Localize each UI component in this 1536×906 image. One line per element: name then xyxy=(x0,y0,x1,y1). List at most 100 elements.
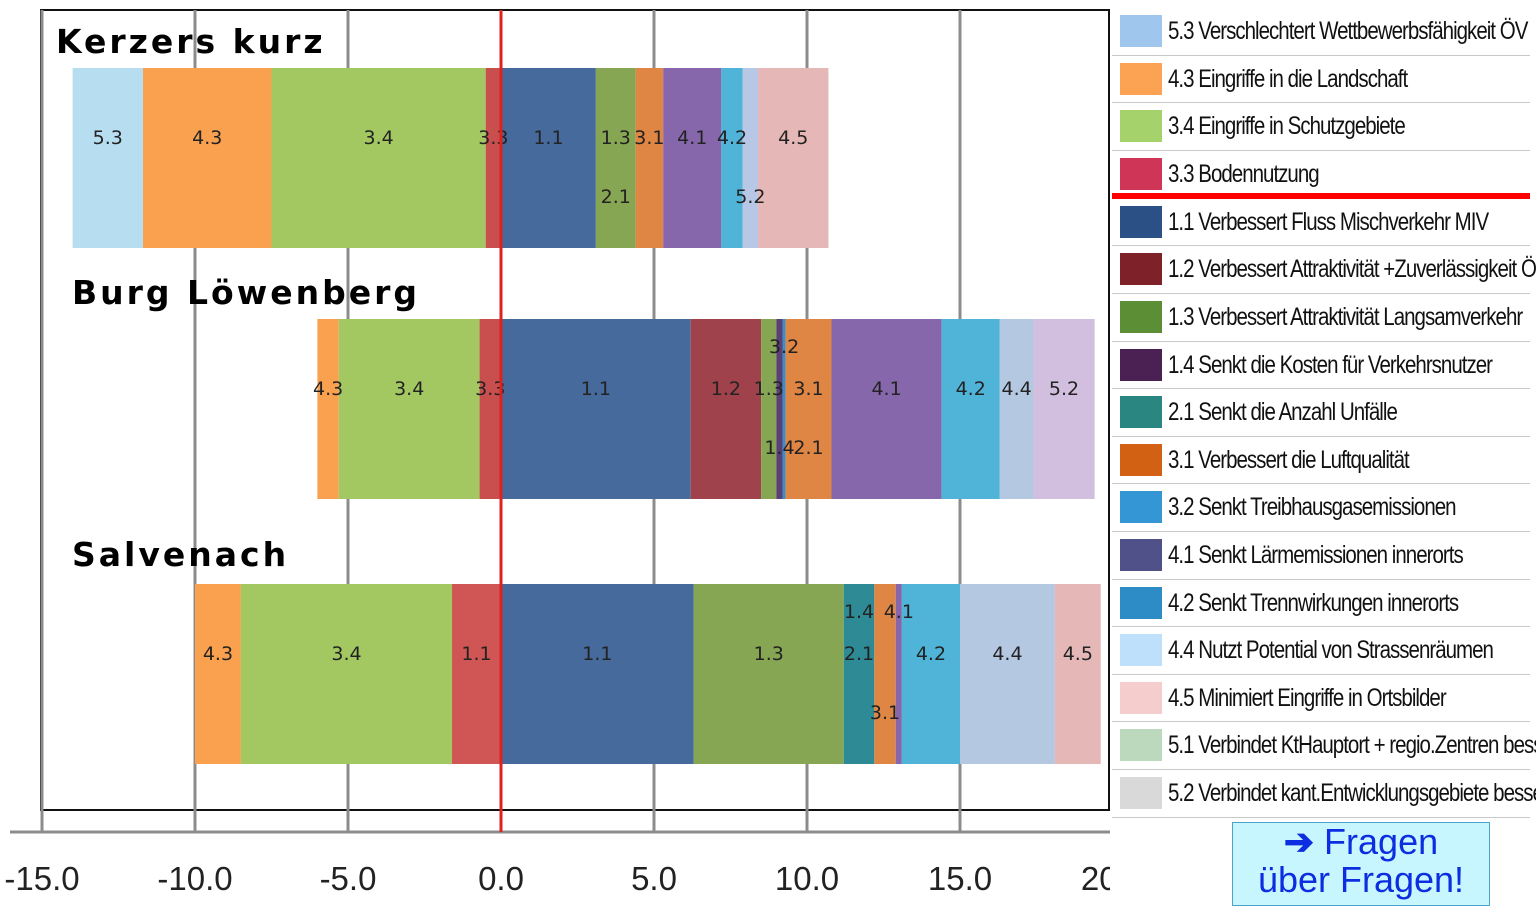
segment-label: 4.2 xyxy=(916,643,946,665)
legend-item: 3.3 Bodennutzung xyxy=(1112,151,1530,199)
segment-label: 1.1 xyxy=(582,643,612,665)
segment-label: 1.1 xyxy=(533,127,563,149)
bar-segment xyxy=(941,319,1000,499)
legend-swatch xyxy=(1120,396,1162,429)
legend-label: 5.3 Verschlechtert Wettbewerbsfähigkeit … xyxy=(1168,17,1528,45)
arrow-right-icon: ➔ xyxy=(1283,821,1315,862)
questions-button[interactable]: ➔ Fragen über Fragen! xyxy=(1232,822,1490,906)
legend-item: 3.4 Eingriffe in Schutzgebiete xyxy=(1112,103,1530,151)
legend-label: 4.1 Senkt Lärmemissionen innerorts xyxy=(1168,540,1464,569)
segment-label: 3.1 xyxy=(793,378,823,400)
bar-segment xyxy=(960,584,1055,764)
bar-segment xyxy=(758,68,829,248)
segment-label: 3.4 xyxy=(363,127,393,149)
legend-label: 3.1 Verbessert die Luftqualität xyxy=(1168,445,1410,474)
legend-swatch xyxy=(1120,586,1162,619)
legend-label: 1.1 Verbessert Fluss Mischverkehr MIV xyxy=(1168,207,1489,236)
bar-segment xyxy=(595,68,636,248)
segment-label: 3.2 xyxy=(769,336,799,358)
legend-label: 2.1 Senkt die Anzahl Unfälle xyxy=(1168,398,1398,427)
legend-label: 1.4 Senkt die Kosten für Verkehrsnutzer xyxy=(1168,350,1493,379)
bar-segment xyxy=(501,584,694,764)
segment-label: 3.4 xyxy=(394,378,424,400)
bar-segment xyxy=(690,319,762,499)
bar-segment xyxy=(72,68,143,248)
segment-label: 1.3 xyxy=(601,127,631,149)
legend-item: 5.1 Verbindet KtHauptort + regio.Zentren… xyxy=(1112,722,1536,770)
segment-label: 4.4 xyxy=(992,643,1022,665)
bar-segment xyxy=(195,584,241,764)
legend-swatch xyxy=(1120,681,1162,714)
x-tick-label: 15.0 xyxy=(928,860,992,897)
legend-item: 1.4 Senkt die Kosten für Verkehrsnutzer xyxy=(1112,342,1530,390)
legend-item: 1.2 Verbessert Attraktivität +Zuverlässi… xyxy=(1112,246,1536,294)
segment-label: 3.3 xyxy=(475,378,505,400)
legend-label: 5.1 Verbindet KtHauptort + regio.Zentren… xyxy=(1168,731,1536,760)
x-tick-label: 5.0 xyxy=(631,860,677,897)
legend-item: 4.5 Minimiert Eingriffe in Ortsbilder xyxy=(1112,675,1530,723)
legend-item: 3.1 Verbessert die Luftqualität xyxy=(1112,437,1530,485)
legend-label: 3.4 Eingriffe in Schutzgebiete xyxy=(1168,112,1406,141)
legend-item: 2.1 Senkt die Anzahl Unfälle xyxy=(1112,389,1530,437)
bar-segment xyxy=(999,319,1034,499)
bar-segment xyxy=(742,68,759,248)
legend-item: 3.2 Senkt Treibhausgasemissionen xyxy=(1112,484,1530,532)
bar-segment xyxy=(693,584,844,764)
legend-item: 4.3 Eingriffe in die Landschaft xyxy=(1112,56,1530,104)
bar-segment xyxy=(895,584,902,764)
legend-label: 4.3 Eingriffe in die Landschaft xyxy=(1168,64,1408,93)
bar-segment xyxy=(635,68,664,248)
bar-segment xyxy=(240,584,453,764)
segment-label: 4.1 xyxy=(677,127,707,149)
bar-segment xyxy=(479,319,501,499)
segment-label: 5.2 xyxy=(735,186,765,208)
x-tick-label: 20.0 xyxy=(1081,860,1110,897)
segment-label: 4.3 xyxy=(192,127,222,149)
bar-segment xyxy=(782,319,786,499)
segment-label: 4.1 xyxy=(884,601,914,623)
legend-label: 3.3 Bodennutzung xyxy=(1168,159,1320,188)
legend-item: 5.2 Verbindet kant.Entwicklungsgebiete b… xyxy=(1112,770,1536,818)
segment-label: 2.1 xyxy=(793,437,823,459)
segment-label: 4.4 xyxy=(1002,378,1032,400)
bar-segment xyxy=(501,319,691,499)
segment-label: 1.4 xyxy=(844,601,874,623)
legend-label: 5.2 Verbindet kant.Entwicklungsgebiete b… xyxy=(1168,778,1536,807)
legend-swatch xyxy=(1120,538,1162,571)
legend-item: 4.1 Senkt Lärmemissionen innerorts xyxy=(1112,532,1530,580)
legend-swatch xyxy=(1120,491,1162,524)
segment-label: 3.1 xyxy=(870,702,900,724)
legend-swatch xyxy=(1120,729,1162,762)
segment-label: 3.3 xyxy=(478,127,508,149)
bar-segment xyxy=(1054,584,1101,764)
cta-line2: über Fragen! xyxy=(1257,859,1465,900)
bar-segment xyxy=(843,584,875,764)
legend-item: 1.1 Verbessert Fluss Mischverkehr MIV xyxy=(1112,199,1530,247)
x-tick-label: 0.0 xyxy=(478,860,524,897)
segment-label: 1.3 xyxy=(754,643,784,665)
legend-swatch xyxy=(1120,348,1162,381)
legend-label: 1.2 Verbessert Attraktivität +Zuverlässi… xyxy=(1168,255,1536,284)
group-title: Burg Löwenberg xyxy=(72,273,420,312)
legend-label: 1.3 Verbessert Attraktivität Langsamverk… xyxy=(1168,302,1523,331)
group-title: Kerzers kurz xyxy=(56,22,326,61)
segment-label: 1.2 xyxy=(711,378,741,400)
segment-label: 2.1 xyxy=(844,643,874,665)
segment-label: 1.4 xyxy=(764,437,794,459)
bar-segment xyxy=(501,68,596,248)
segment-label: 5.2 xyxy=(1049,378,1079,400)
bar-segment xyxy=(663,68,722,248)
legend-item: 1.3 Verbessert Attraktivität Langsamverk… xyxy=(1112,294,1530,342)
legend-swatch xyxy=(1120,110,1162,143)
legend-swatch xyxy=(1120,634,1162,667)
legend-item: 4.4 Nutzt Potential von Strassenräumen xyxy=(1112,627,1530,675)
x-tick-label: -5.0 xyxy=(320,860,377,897)
segment-label: 4.3 xyxy=(203,643,233,665)
legend-label: 4.4 Nutzt Potential von Strassenräumen xyxy=(1168,636,1494,665)
legend-item: 4.2 Senkt Trennwirkungen innerorts xyxy=(1112,580,1530,628)
x-tick-label: -10.0 xyxy=(157,860,232,897)
bar-segment xyxy=(485,68,501,248)
bar-segment xyxy=(142,68,272,248)
segment-label: 4.2 xyxy=(956,378,986,400)
